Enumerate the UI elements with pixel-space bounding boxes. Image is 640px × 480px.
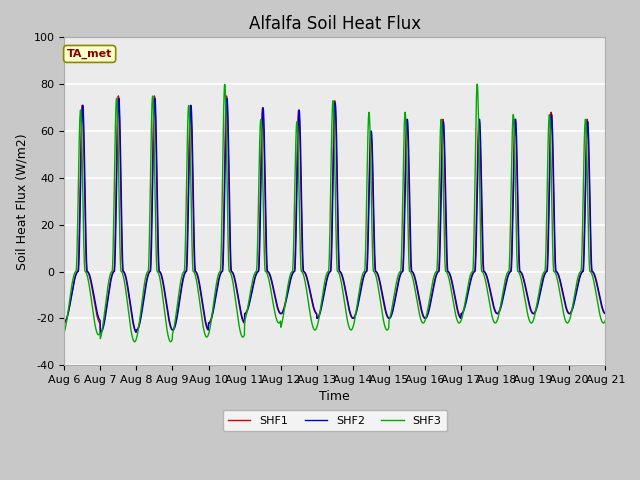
SHF1 (115, 93, 122, 99)
SHF1 (351, 313, 358, 319)
SHF3 (474, 81, 481, 87)
SHF1 (212, 292, 220, 298)
X-axis label: Time: Time (319, 390, 350, 404)
SHF3 (554, 279, 562, 285)
SHF1 (554, 271, 562, 277)
SHF3 (212, 288, 220, 293)
SHF3 (351, 318, 358, 324)
SHF3 (60, 329, 68, 335)
SHF2 (115, 96, 123, 101)
SHF2 (351, 314, 358, 320)
Text: TA_met: TA_met (67, 49, 113, 59)
Line: SHF2: SHF2 (64, 98, 605, 332)
SHF2 (602, 311, 609, 316)
SHF3 (569, 301, 577, 307)
SHF2 (554, 270, 562, 276)
SHF2 (60, 318, 68, 324)
Line: SHF1: SHF1 (64, 96, 605, 332)
Line: SHF3: SHF3 (64, 84, 605, 342)
Legend: SHF1, SHF2, SHF3: SHF1, SHF2, SHF3 (223, 410, 447, 431)
SHF2 (212, 295, 220, 301)
SHF1 (97, 329, 104, 335)
Title: Alfalfa Soil Heat Flux: Alfalfa Soil Heat Flux (249, 15, 421, 33)
SHF1 (363, 268, 371, 274)
SHF1 (60, 320, 68, 326)
SHF3 (492, 320, 500, 325)
SHF1 (602, 311, 609, 316)
SHF2 (569, 305, 577, 311)
SHF2 (363, 269, 371, 275)
SHF1 (492, 311, 500, 316)
SHF1 (569, 303, 577, 309)
SHF2 (97, 329, 105, 335)
SHF2 (492, 310, 500, 316)
Y-axis label: Soil Heat Flux (W/m2): Soil Heat Flux (W/m2) (15, 133, 28, 270)
SHF3 (602, 318, 609, 324)
SHF3 (362, 219, 370, 225)
SHF3 (131, 339, 138, 345)
